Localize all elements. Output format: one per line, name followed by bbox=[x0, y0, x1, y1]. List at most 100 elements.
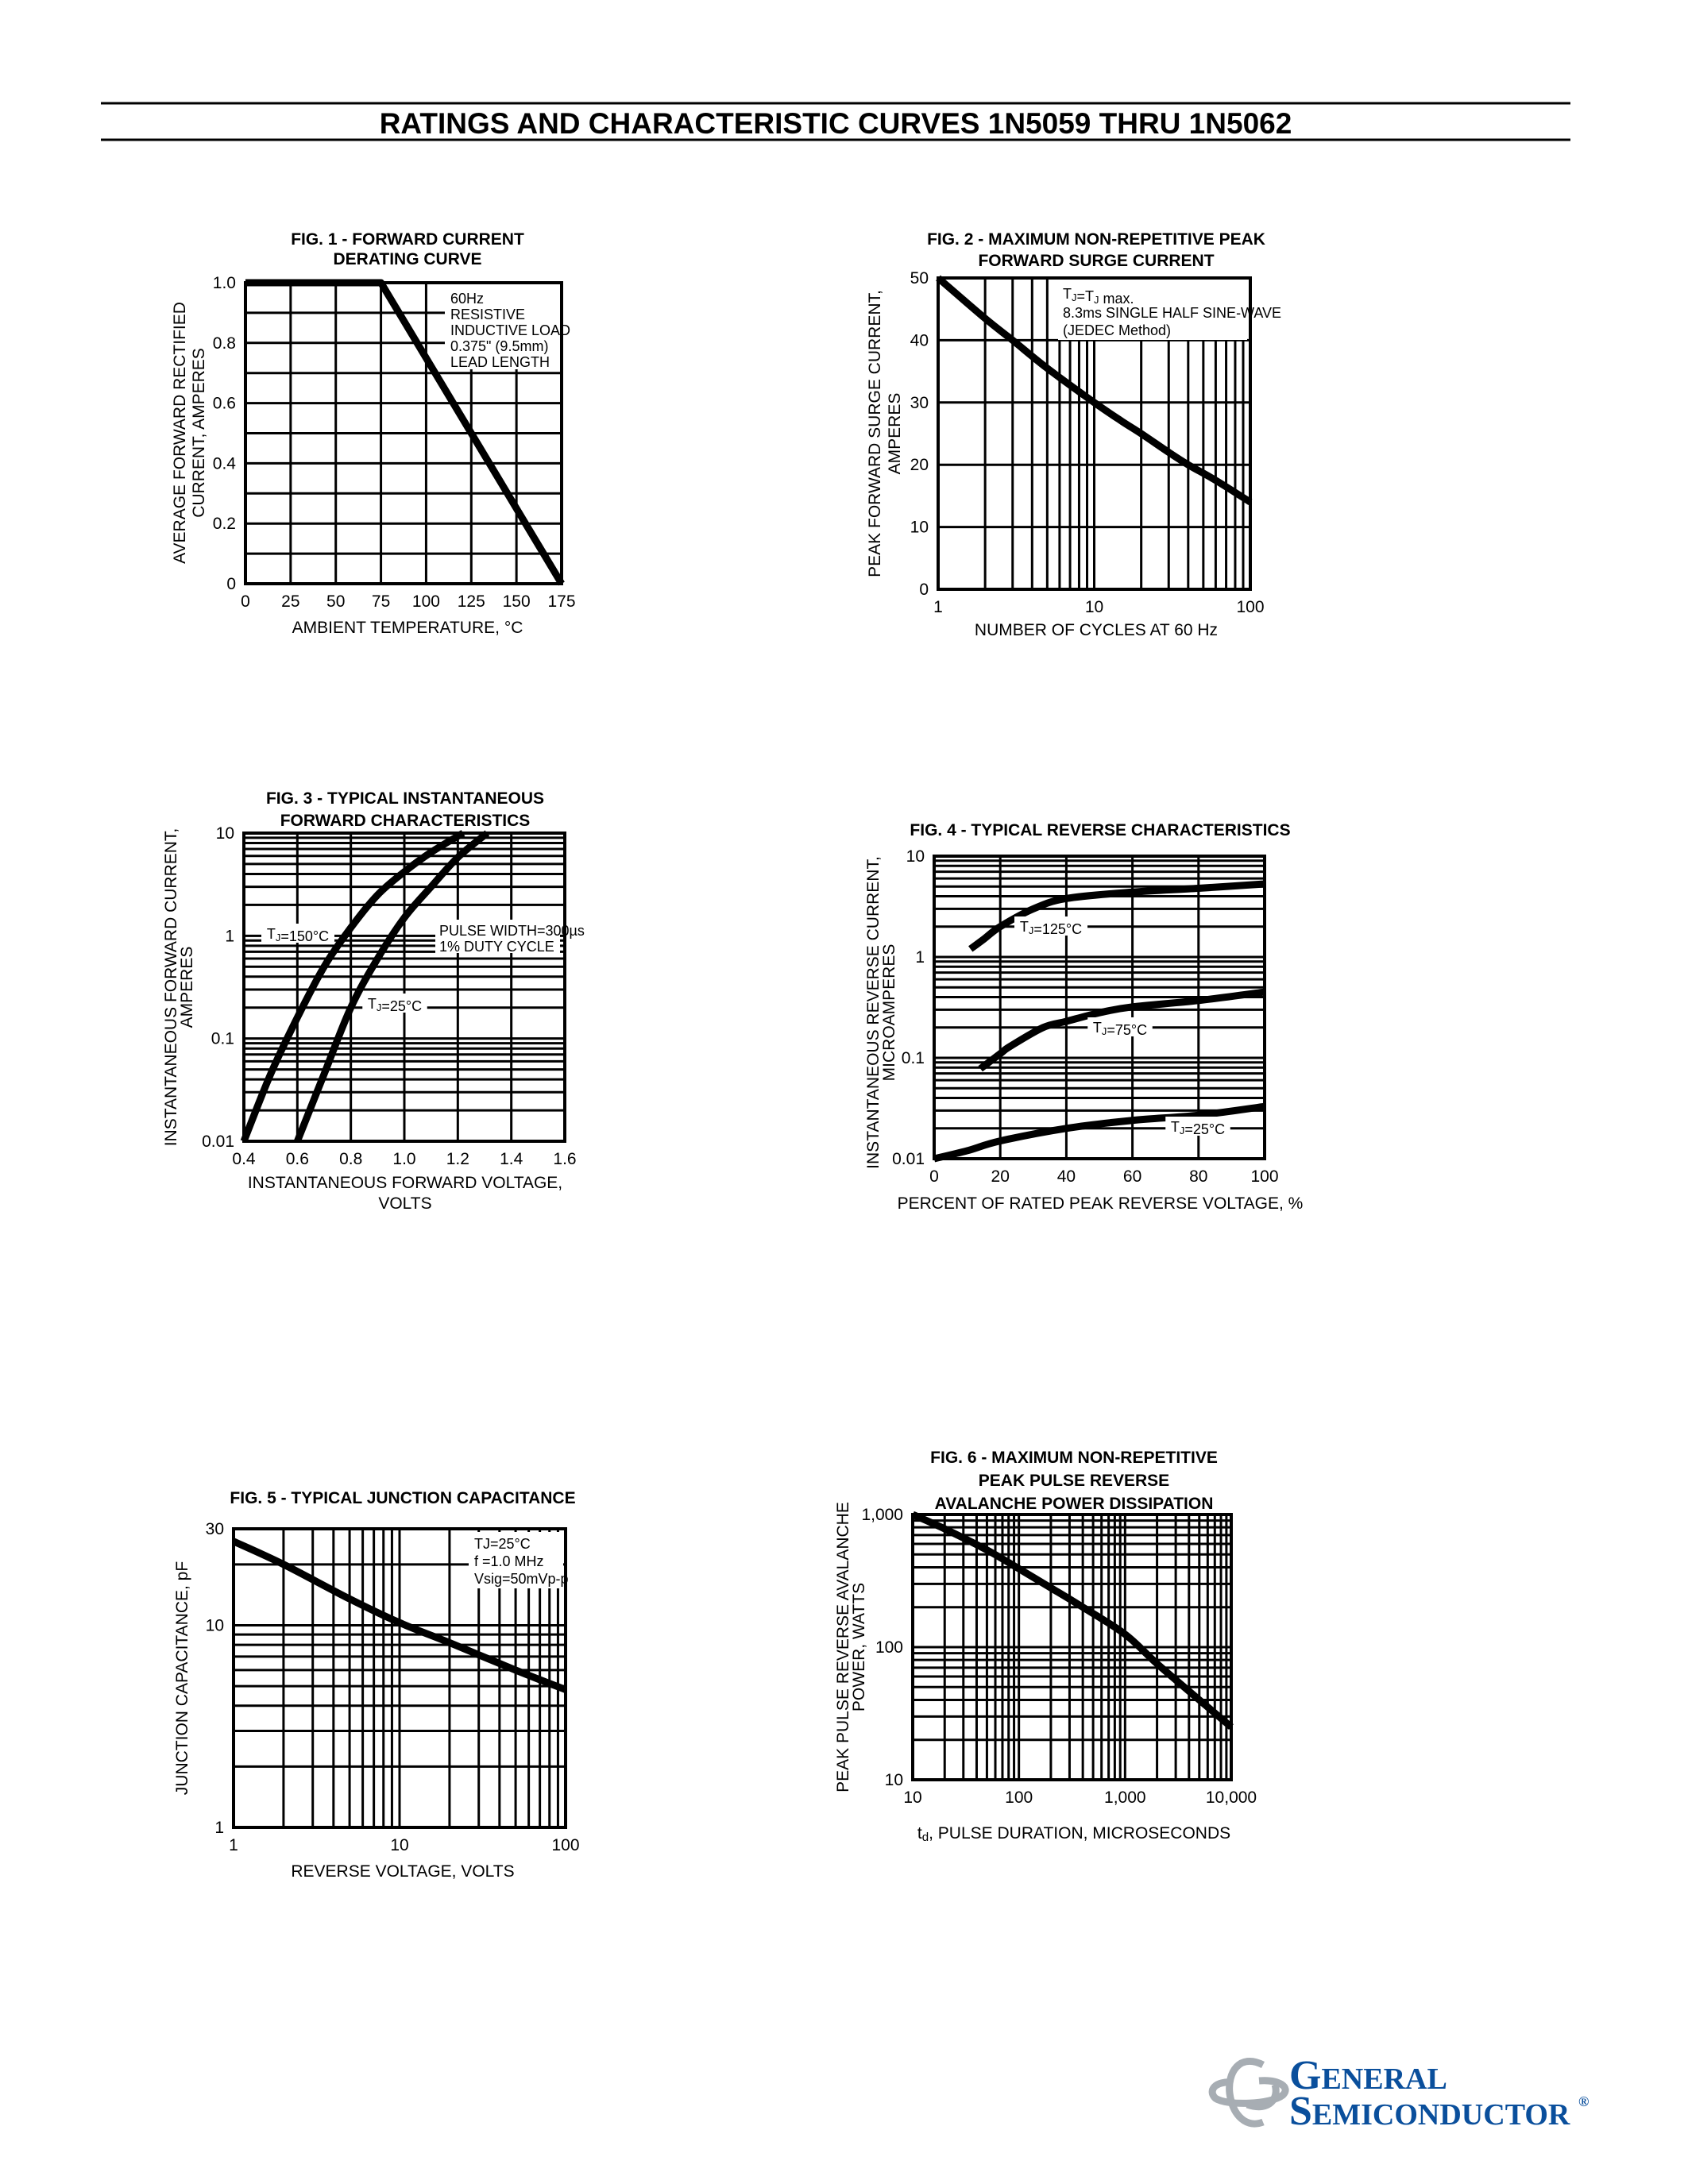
x-tick-label: 1,000 bbox=[1104, 1788, 1146, 1807]
chart-title: FIG. 5 - TYPICAL JUNCTION CAPACITANCE bbox=[230, 1489, 575, 1507]
y-tick-label: 0.8 bbox=[213, 334, 236, 353]
y-axis-label: AMPERES bbox=[178, 947, 196, 1028]
series-label-bg bbox=[362, 994, 427, 1013]
x-tick-label: 75 bbox=[372, 592, 390, 611]
x-axis-label: VOLTS bbox=[378, 1194, 431, 1213]
series-curve-25c bbox=[933, 1102, 1265, 1163]
y-tick-label: 0.01 bbox=[892, 1150, 925, 1168]
y-axis-label: POWER, WATTS bbox=[850, 1583, 868, 1711]
y-tick-label: 20 bbox=[910, 456, 929, 474]
x-tick-label: 80 bbox=[1189, 1167, 1207, 1186]
y-tick-label: 1.0 bbox=[213, 274, 236, 292]
y-tick-label: 0.01 bbox=[202, 1133, 234, 1151]
x-tick-label: 100 bbox=[412, 592, 440, 611]
chart-title: FORWARD SURGE CURRENT bbox=[978, 252, 1214, 270]
series-curve bbox=[245, 279, 565, 586]
x-tick-label: 25 bbox=[281, 592, 299, 611]
y-tick-label: 1 bbox=[225, 927, 234, 945]
series-label: TJ=125°C bbox=[1020, 919, 1082, 937]
x-axis-label: AMBIENT TEMPERATURE, °C bbox=[292, 619, 523, 637]
y-tick-label: 0.6 bbox=[213, 395, 236, 413]
x-axis-label: td, PULSE DURATION, MICROSECONDS bbox=[917, 1824, 1230, 1844]
annotation-text: 8.3ms SINGLE HALF SINE-WAVE bbox=[1063, 305, 1281, 321]
x-tick-label: 100 bbox=[1005, 1788, 1033, 1807]
y-tick-label: 0 bbox=[919, 581, 929, 599]
y-tick-label: 0.1 bbox=[211, 1030, 234, 1048]
y-tick-label: 10 bbox=[906, 847, 925, 866]
x-axis-label: PERCENT OF RATED PEAK REVERSE VOLTAGE, % bbox=[898, 1194, 1304, 1213]
chart-title: FIG. 6 - MAXIMUM NON-REPETITIVE bbox=[930, 1449, 1218, 1467]
x-tick-label: 100 bbox=[1236, 598, 1264, 616]
annotation-text: 60Hz bbox=[450, 291, 484, 307]
y-tick-label: 10 bbox=[216, 824, 234, 843]
chart-fig-2: FIG. 2 - MAXIMUM NON-REPETITIVE PEAK FORW… bbox=[866, 230, 1281, 639]
x-tick-label: 1.6 bbox=[553, 1150, 576, 1168]
chart-fig-6: FIG. 6 - MAXIMUM NON-REPETITIVE PEAK PULS… bbox=[834, 1449, 1257, 1844]
series-curve bbox=[911, 1511, 1234, 1730]
x-tick-label: 40 bbox=[1057, 1167, 1076, 1186]
chart-title: FIG. 2 - MAXIMUM NON-REPETITIVE PEAK bbox=[927, 230, 1265, 249]
company-logo: GENERAL SEMICONDUCTOR ® bbox=[1208, 2053, 1589, 2134]
series-label-bg bbox=[1014, 916, 1087, 936]
plot-frame bbox=[911, 1513, 1233, 1781]
series-curve-75c bbox=[978, 988, 1265, 1072]
chart-fig-5: FIG. 5 - TYPICAL JUNCTION CAPACITANCE 1 10… bbox=[173, 1489, 580, 1881]
annotation-box bbox=[1058, 280, 1247, 340]
annotation-text: INDUCTIVE LOAD bbox=[450, 322, 570, 338]
chart-title: FORWARD CHARACTERISTICS bbox=[280, 812, 531, 830]
x-tick-label: 10,000 bbox=[1206, 1788, 1257, 1807]
x-tick-label: 0 bbox=[929, 1167, 939, 1186]
annotation-box bbox=[469, 1532, 563, 1588]
x-tick-label: 0 bbox=[241, 592, 250, 611]
series-curve-25c bbox=[294, 830, 490, 1143]
y-axis-label: INSTANTANEOUS FORWARD CURRENT, bbox=[162, 828, 180, 1147]
chart-title: FIG. 3 - TYPICAL INSTANTANEOUS bbox=[266, 789, 544, 808]
series-curve bbox=[936, 275, 1253, 506]
plot-frame bbox=[937, 276, 1252, 591]
series-label-bg bbox=[1087, 1017, 1153, 1036]
annotation-text: TJ=TJ max. bbox=[1063, 286, 1134, 307]
logo-line1: GENERAL bbox=[1289, 2053, 1447, 2098]
x-tick-label: 0.4 bbox=[232, 1150, 256, 1168]
x-tick-label: 1 bbox=[229, 1836, 238, 1854]
chart-title: DERATING CURVE bbox=[333, 250, 481, 268]
y-tick-label: 10 bbox=[910, 519, 929, 537]
x-tick-label: 10 bbox=[903, 1788, 921, 1807]
chart-title: PEAK PULSE REVERSE bbox=[979, 1472, 1169, 1490]
x-axis-label: NUMBER OF CYCLES AT 60 Hz bbox=[975, 621, 1218, 639]
y-axis-label: AVERAGE FORWARD RECTIFIED bbox=[171, 302, 189, 564]
y-tick-label: 10 bbox=[885, 1771, 903, 1789]
x-tick-label: 10 bbox=[390, 1836, 408, 1854]
y-axis-label: PEAK PULSE REVERSE AVALANCHE bbox=[834, 1502, 852, 1792]
x-tick-label: 1 bbox=[933, 598, 943, 616]
page-title: RATINGS AND CHARACTERISTIC CURVES 1N5059… bbox=[380, 107, 1292, 140]
series-label: TJ=25°C bbox=[1171, 1119, 1225, 1137]
x-tick-label: 20 bbox=[991, 1167, 1010, 1186]
y-tick-label: 1 bbox=[214, 1819, 224, 1837]
x-tick-label: 1.0 bbox=[392, 1150, 415, 1168]
plot-frame bbox=[933, 855, 1266, 1160]
grid bbox=[911, 1513, 1233, 1781]
plot-frame bbox=[244, 281, 563, 585]
series-label-bg bbox=[1165, 1117, 1230, 1136]
series-label: TJ=75°C bbox=[1093, 1020, 1147, 1038]
plot-frame bbox=[242, 832, 566, 1143]
annotation-text: LEAD LENGTH bbox=[450, 354, 550, 370]
x-tick-label: 150 bbox=[503, 592, 531, 611]
series-curve bbox=[232, 1538, 567, 1693]
y-tick-label: 0.2 bbox=[213, 515, 236, 533]
x-tick-label: 10 bbox=[1085, 598, 1103, 616]
x-tick-label: 1.2 bbox=[446, 1150, 469, 1168]
grid bbox=[242, 832, 566, 1143]
annotation-box bbox=[445, 284, 560, 369]
series-label: TJ=25°C bbox=[368, 996, 422, 1014]
chart-fig-4: FIG. 4 - TYPICAL REVERSE CHARACTERISTICS… bbox=[864, 821, 1303, 1213]
annotation-text: PULSE WIDTH=300µs bbox=[439, 923, 585, 939]
y-axis-label: MICROAMPERES bbox=[880, 944, 898, 1082]
y-tick-label: 10 bbox=[206, 1616, 224, 1634]
registered-mark: ® bbox=[1578, 2093, 1589, 2109]
chart-title: AVALANCHE POWER DISSIPATION bbox=[935, 1495, 1214, 1513]
annotation-text: 0.375" (9.5mm) bbox=[450, 338, 548, 354]
